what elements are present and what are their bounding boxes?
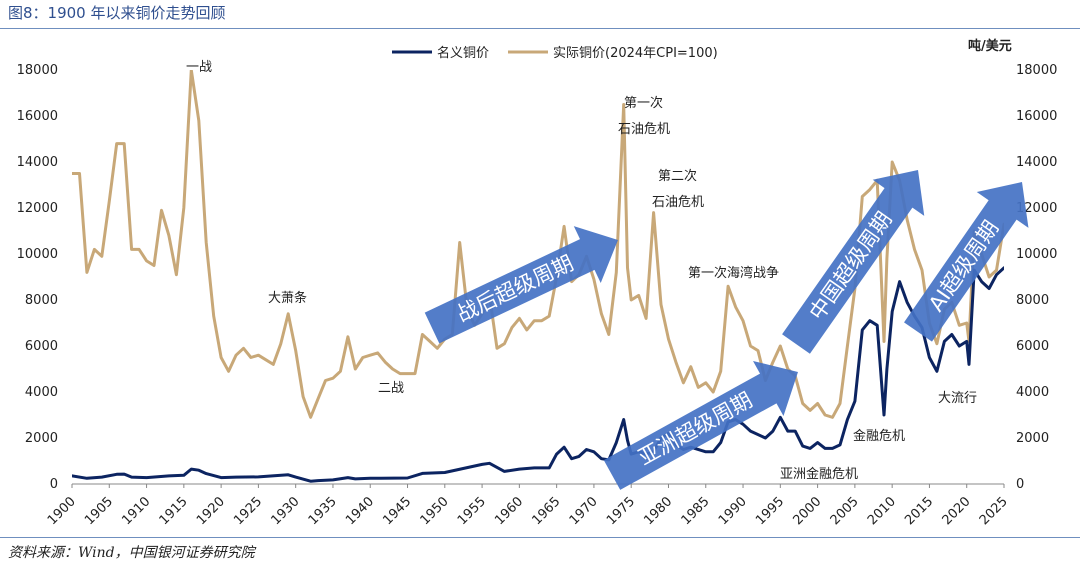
annotation-label: 第一次海湾战争 bbox=[688, 265, 779, 281]
y-tick-label-right: 6000 bbox=[1016, 339, 1049, 354]
y-tick-label-right: 0 bbox=[1016, 477, 1024, 492]
x-tick-label: 1915 bbox=[157, 494, 191, 528]
legend-label-nominal: 名义铜价 bbox=[437, 45, 489, 61]
x-tick-label: 1920 bbox=[194, 494, 228, 528]
x-tick-label: 1910 bbox=[119, 494, 153, 528]
x-tick-label: 2000 bbox=[790, 494, 824, 528]
annotation-label: 金融危机 bbox=[853, 428, 905, 444]
x-tick-label: 1900 bbox=[45, 494, 79, 528]
x-tick-label: 1975 bbox=[604, 494, 638, 528]
x-tick-label: 1995 bbox=[753, 494, 787, 528]
x-tick-label: 1955 bbox=[455, 494, 489, 528]
y-tick-label-left: 2000 bbox=[25, 431, 58, 446]
annotation-label: 石油危机 bbox=[652, 195, 704, 210]
x-tick-label: 1980 bbox=[641, 494, 675, 528]
legend: 名义铜价 实际铜价(2024年CPI=100) bbox=[392, 45, 718, 61]
y-tick-label-right: 4000 bbox=[1016, 385, 1049, 400]
x-tick-label: 2025 bbox=[977, 494, 1011, 528]
x-tick-label: 1965 bbox=[529, 494, 563, 528]
cycle-arrow-label: AI超级周期 bbox=[924, 216, 1003, 316]
cycle-arrow: 战后超级周期 bbox=[424, 226, 618, 344]
x-tick-label: 1940 bbox=[343, 494, 377, 528]
y-tick-label-left: 14000 bbox=[17, 155, 58, 170]
y-tick-label-right: 18000 bbox=[1016, 63, 1057, 78]
y-tick-label-left: 16000 bbox=[17, 109, 58, 124]
x-tick-label: 1945 bbox=[380, 494, 414, 528]
y-tick-label-left: 18000 bbox=[17, 63, 58, 78]
y-tick-label-left: 10000 bbox=[17, 247, 58, 262]
y-tick-label-left: 12000 bbox=[17, 201, 58, 216]
source-note: 资料来源：Wind，中国银河证券研究院 bbox=[8, 545, 255, 561]
x-tick-label: 2010 bbox=[865, 494, 899, 528]
y-tick-label-left: 0 bbox=[50, 477, 58, 492]
annotation-label: 亚洲金融危机 bbox=[780, 466, 858, 482]
cycle-arrow-shape bbox=[424, 226, 618, 344]
cycle-arrow-label: 亚洲超级周期 bbox=[634, 388, 756, 470]
x-tick-label: 1990 bbox=[716, 494, 750, 528]
x-tick-label: 1970 bbox=[567, 494, 601, 528]
x-tick-label: 1935 bbox=[306, 494, 340, 528]
cycle-arrow-shape bbox=[782, 170, 925, 354]
cycle-arrow-shape bbox=[904, 181, 1029, 342]
y2-unit-label: 吨/美元 bbox=[968, 38, 1012, 54]
y-tick-label-left: 8000 bbox=[25, 293, 58, 308]
y-tick-label-right: 8000 bbox=[1016, 293, 1049, 308]
y-tick-label-right: 14000 bbox=[1016, 155, 1057, 170]
cycle-arrow-label: 战后超级周期 bbox=[453, 251, 577, 327]
y-tick-label-right: 10000 bbox=[1016, 247, 1057, 262]
y-tick-label-right: 2000 bbox=[1016, 431, 1049, 446]
x-tick-label: 2020 bbox=[940, 494, 974, 528]
annotation-label: 第二次 bbox=[658, 168, 697, 184]
copper-price-chart: 0 0 2000 2000 4000 4000 6000 6000 8000 8000 10000 1… bbox=[17, 38, 1058, 528]
x-tick-label: 1905 bbox=[82, 494, 116, 528]
footer-divider bbox=[0, 537, 1080, 538]
annotation-label: 大流行 bbox=[938, 391, 977, 406]
y-tick-label-right: 12000 bbox=[1016, 201, 1057, 216]
legend-label-real: 实际铜价(2024年CPI=100) bbox=[553, 46, 718, 61]
x-tick-label: 1960 bbox=[492, 494, 526, 528]
annotation-label: 一战 bbox=[186, 60, 212, 75]
x-tick-label: 1925 bbox=[231, 494, 265, 528]
x-tick-label: 1950 bbox=[418, 494, 452, 528]
x-tick-label: 2015 bbox=[902, 494, 936, 528]
annotation-label: 石油危机 bbox=[618, 122, 670, 137]
y-tick-label-left: 4000 bbox=[25, 385, 58, 400]
x-tick-label: 2005 bbox=[828, 494, 862, 528]
annotation-label: 二战 bbox=[378, 381, 404, 396]
annotation-label: 第一次 bbox=[624, 95, 663, 111]
y-tick-label-left: 6000 bbox=[25, 339, 58, 354]
x-tick-label: 1930 bbox=[269, 494, 303, 528]
cycle-arrow-shape bbox=[603, 360, 798, 490]
x-tick-label: 1985 bbox=[679, 494, 713, 528]
figure-title: 图8：1900 年以来铜价走势回顾 bbox=[8, 4, 226, 22]
y-tick-label-right: 16000 bbox=[1016, 109, 1057, 124]
title-divider bbox=[0, 28, 1080, 29]
annotation-label: 大萧条 bbox=[268, 290, 307, 306]
